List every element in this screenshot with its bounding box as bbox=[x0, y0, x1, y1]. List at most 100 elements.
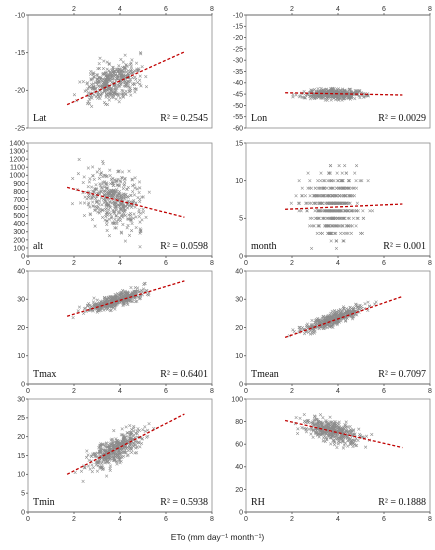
y-tick-label: -25 bbox=[15, 125, 25, 132]
scatter-point bbox=[105, 219, 109, 223]
scatter-point bbox=[353, 97, 357, 101]
scatter-point bbox=[357, 427, 361, 431]
scatter-point bbox=[333, 209, 337, 213]
scatter-point bbox=[133, 205, 137, 209]
scatter-point bbox=[315, 433, 319, 437]
x-tick-label: 8 bbox=[210, 388, 214, 395]
scatter-point bbox=[99, 171, 103, 175]
scatter-point bbox=[117, 183, 122, 187]
scatter-point bbox=[104, 441, 109, 445]
scatter-point bbox=[370, 432, 374, 437]
scatter-point bbox=[121, 91, 125, 96]
scatter-point bbox=[128, 423, 132, 428]
scatter-point bbox=[346, 224, 350, 228]
scatter-point bbox=[118, 446, 122, 451]
scatter-point bbox=[101, 443, 105, 447]
scatter-point bbox=[123, 445, 127, 449]
scatter-point bbox=[348, 201, 352, 205]
scatter-point bbox=[342, 443, 346, 447]
scatter-point bbox=[108, 204, 112, 209]
scatter-point bbox=[374, 300, 378, 304]
y-tick-label: 60 bbox=[235, 442, 243, 449]
panel-tmax: 0 10 20 30 40 0 2 4 6 8 Tmax R² = 0.6401 bbox=[17, 268, 214, 395]
scatter-point bbox=[114, 226, 118, 230]
scatter-point bbox=[330, 231, 334, 235]
y-tick-label: 20 bbox=[235, 487, 243, 494]
scatter-point bbox=[319, 420, 323, 424]
scatter-point bbox=[108, 92, 112, 96]
scatter-point bbox=[296, 201, 301, 205]
scatter-point bbox=[137, 68, 141, 72]
y-tick-label: 30 bbox=[235, 297, 243, 304]
y-tick-label: -20 bbox=[15, 88, 25, 95]
scatter-point bbox=[110, 295, 114, 299]
scatter-point bbox=[135, 187, 139, 191]
scatter-point bbox=[125, 454, 129, 458]
scatter-point bbox=[123, 209, 127, 213]
scatter-point bbox=[312, 327, 316, 331]
scatter-point bbox=[329, 239, 333, 243]
scatter-point bbox=[111, 458, 115, 462]
scatter-point bbox=[295, 431, 300, 436]
scatter-point bbox=[350, 306, 354, 311]
r-squared-label: R² = 0.2545 bbox=[160, 113, 208, 124]
scatter-point bbox=[107, 208, 111, 212]
scatter-point bbox=[328, 194, 332, 198]
scatter-point bbox=[338, 201, 343, 205]
x-tick-label: 8 bbox=[210, 516, 214, 523]
scatter-point bbox=[334, 239, 339, 243]
scatter-point bbox=[342, 311, 347, 315]
scatter-point bbox=[129, 61, 133, 65]
x-tick-label: 4 bbox=[118, 388, 122, 395]
scatter-point bbox=[96, 464, 100, 468]
x-tick-label: 6 bbox=[164, 516, 168, 523]
scatter-point bbox=[129, 229, 134, 233]
scatter-point bbox=[124, 82, 128, 86]
scatter-point bbox=[72, 93, 77, 97]
panel-lat: -25 -20 -15 -10 2 4 6 8 Lat R² = 0.2545 bbox=[15, 6, 214, 132]
y-tick-label: 0 bbox=[21, 509, 25, 516]
scatter-point bbox=[112, 77, 116, 81]
scatter-point bbox=[103, 304, 107, 309]
x-tick-label: 6 bbox=[164, 388, 168, 395]
scatter-point bbox=[331, 201, 336, 205]
scatter-point bbox=[111, 444, 115, 448]
scatter-point bbox=[312, 201, 316, 205]
scatter-point bbox=[107, 461, 111, 465]
scatter-point bbox=[119, 230, 123, 234]
scatter-point bbox=[303, 194, 308, 198]
trend-line bbox=[66, 280, 185, 317]
scatter-point bbox=[120, 427, 124, 431]
scatter-point bbox=[316, 209, 320, 213]
scatter-point bbox=[114, 437, 118, 441]
scatter-point bbox=[106, 444, 110, 449]
scatter-point bbox=[137, 190, 141, 195]
scatter-point bbox=[125, 187, 129, 191]
scatter-point bbox=[94, 183, 98, 187]
scatter-point bbox=[112, 87, 116, 92]
trend-line bbox=[66, 413, 185, 475]
r-squared-label: R² = 0.0029 bbox=[378, 113, 426, 124]
scatter-point bbox=[104, 203, 108, 208]
scatter-point bbox=[302, 89, 306, 94]
scatter-point bbox=[123, 196, 127, 201]
scatter-point bbox=[352, 306, 356, 310]
scatter-point bbox=[105, 75, 109, 79]
scatter-point bbox=[92, 177, 96, 182]
scatter-point bbox=[122, 74, 126, 78]
scatter-point bbox=[357, 94, 361, 98]
scatter-point bbox=[127, 89, 131, 93]
scatter-point bbox=[82, 213, 87, 218]
scatter-point bbox=[126, 69, 131, 73]
x-tick-label: 2 bbox=[72, 516, 76, 523]
scatter-point bbox=[344, 319, 348, 323]
scatter-point bbox=[289, 201, 293, 205]
trend-line bbox=[66, 51, 185, 106]
scatter-point bbox=[89, 78, 93, 82]
scatter-point bbox=[124, 89, 128, 93]
panel-month: 0 5 10 15 0 2 4 6 8 month R² = 0.001 bbox=[235, 140, 432, 267]
scatter-point bbox=[99, 466, 103, 470]
scatter-point bbox=[122, 442, 126, 446]
y-tick-label: -55 bbox=[233, 114, 243, 121]
